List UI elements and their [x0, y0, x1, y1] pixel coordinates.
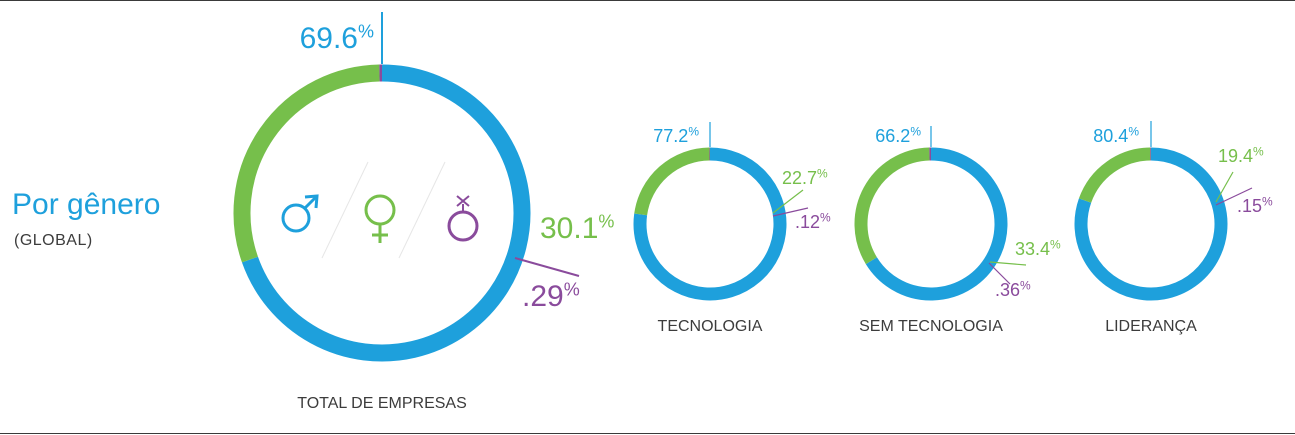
donut-slice-male [1074, 147, 1228, 301]
top-border [0, 0, 1295, 1]
donut-chart-1: 69.6% 30.1% .29% TOTAL DE EMPRESAS [233, 12, 614, 412]
leader-line-other [772, 207, 809, 217]
donut-chart-2: 77.2% 22.7% .12% TECNOLOGIA [633, 122, 831, 335]
donut-chart-3: 66.2% 33.4% .36% SEM TECNOLOGIA [854, 125, 1061, 335]
slice-value-label-female: 30.1% [540, 212, 614, 246]
donut-chart-4: 80.4% 19.4% .15% LIDERANÇA [1074, 121, 1273, 335]
leader-line-female [989, 261, 1027, 266]
male-symbol-icon [281, 194, 319, 233]
slice-value-label-other: .15% [1237, 195, 1273, 216]
slice-value-label-female: 22.7% [782, 167, 828, 188]
slice-value-label-male: 66.2% [875, 125, 921, 146]
slice-value-label-male: 77.2% [653, 125, 699, 146]
donut-category-label: TECNOLOGIA [658, 318, 763, 335]
slice-value-label-male: 69.6% [300, 22, 374, 56]
slice-value-label-male: 80.4% [1093, 125, 1139, 146]
leader-line-female [772, 189, 804, 214]
donut-category-label: SEM TECNOLOGIA [859, 318, 1003, 335]
donut-slice-female [854, 147, 930, 265]
slice-value-label-female: 19.4% [1218, 145, 1264, 166]
slice-value-label-other: .36% [995, 279, 1031, 300]
female-symbol-icon [364, 194, 396, 243]
leader-line-other [988, 262, 1011, 285]
slice-value-label-other: .29% [522, 280, 580, 314]
slice-value-label-female: 33.4% [1015, 238, 1061, 259]
donut-slice-female [1078, 147, 1151, 203]
chart-heading: Por gênero [12, 188, 161, 221]
chart-subheading: (GLOBAL) [14, 232, 93, 249]
donut-slice-female [233, 64, 380, 263]
leader-line-other [1215, 187, 1253, 206]
gender-icons [281, 161, 479, 259]
donut-slice-female [634, 147, 710, 216]
donut-slice-male [865, 147, 1008, 301]
donut-slice-male [241, 64, 531, 362]
icon-divider [398, 161, 446, 259]
leader-line-other [514, 257, 580, 277]
donut-slice-male [633, 147, 787, 301]
donut-category-label: LIDERANÇA [1105, 318, 1197, 335]
bottom-border [0, 433, 1295, 434]
leader-line-female [1215, 171, 1234, 203]
transgender-symbol-icon [447, 195, 479, 242]
icon-divider [321, 161, 369, 259]
donut-category-label: TOTAL DE EMPRESAS [297, 395, 467, 412]
slice-value-label-other: .12% [795, 211, 831, 232]
